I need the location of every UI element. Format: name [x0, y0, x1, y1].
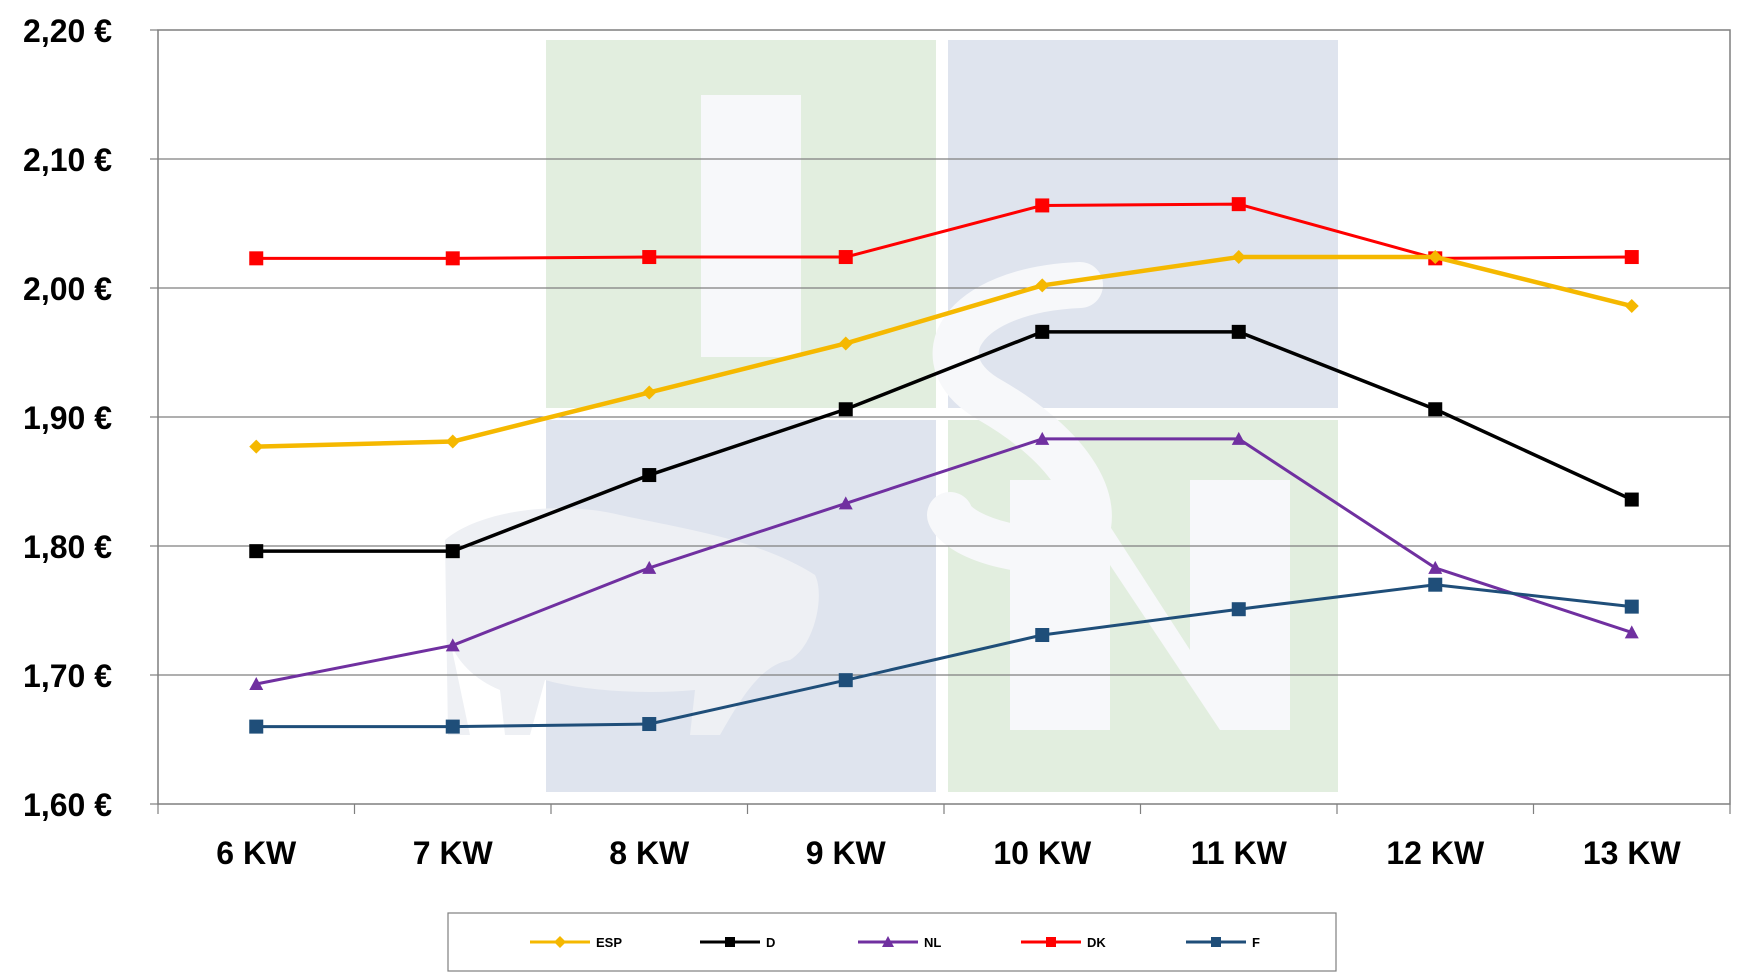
data-point [838, 250, 853, 265]
data-point [554, 936, 566, 948]
data-point [249, 719, 264, 734]
series-line [256, 330, 1633, 553]
data-point [1624, 299, 1639, 314]
series-line [256, 583, 1632, 729]
data-point [642, 250, 657, 265]
data-point [1035, 278, 1050, 293]
data-point [1231, 431, 1246, 445]
data-point [642, 560, 657, 574]
data-point [838, 336, 853, 351]
data-point [445, 544, 460, 559]
data-point [642, 385, 657, 400]
y-tick-label: 1,70 € [23, 658, 112, 694]
x-tick-label: 13 KW [1583, 835, 1682, 871]
data-point [1231, 197, 1246, 212]
data-point [1428, 560, 1443, 574]
data-point [445, 638, 460, 652]
legend: ESP D NL DK F [530, 935, 1260, 950]
x-tick-label: 9 KW [806, 835, 887, 871]
legend-item-dk: DK [1021, 935, 1106, 950]
data-point [1624, 625, 1639, 639]
series-line [256, 202, 1632, 260]
legend-item-f: F [1186, 935, 1260, 950]
data-point [1428, 577, 1443, 592]
y-tick-label: 1,80 € [23, 529, 112, 565]
legend-label: DK [1087, 935, 1106, 950]
data-point [249, 251, 264, 266]
series-layer [249, 197, 1639, 734]
legend-item-esp: ESP [530, 935, 622, 950]
legend-item-d: D [700, 935, 775, 950]
data-point [1231, 250, 1246, 265]
x-tick-label: 8 KW [609, 835, 690, 871]
y-tick-label: 1,90 € [23, 400, 112, 436]
data-point [1428, 402, 1443, 417]
legend-label: ESP [596, 935, 622, 950]
data-point [838, 673, 853, 688]
series-line [255, 437, 1633, 686]
y-tick-label: 2,00 € [23, 271, 112, 307]
x-axis: 6 KW 7 KW 8 KW 9 KW 10 KW 11 KW 12 KW 13 KW [157, 804, 1731, 871]
data-point [249, 677, 264, 691]
legend-label: F [1252, 935, 1260, 950]
data-point [1211, 937, 1221, 947]
data-point [642, 717, 657, 732]
data-point [838, 496, 853, 510]
data-point [1428, 250, 1443, 265]
data-point [1035, 198, 1050, 213]
data-point [725, 937, 735, 947]
x-tick-label: 7 KW [413, 835, 494, 871]
data-point [882, 936, 894, 947]
data-point [1624, 492, 1639, 507]
series-d [249, 324, 1639, 559]
y-axis: 1,60 € 1,70 € 1,80 € 1,90 € 2,00 € 2,10 € 2,20… [23, 13, 158, 823]
data-point [1231, 324, 1246, 339]
series-esp [249, 250, 1639, 454]
data-point [1624, 250, 1639, 265]
data-point [838, 402, 853, 417]
x-tick-label: 10 KW [993, 835, 1092, 871]
data-point [1231, 602, 1246, 617]
legend-item-nl: NL [858, 935, 941, 950]
data-point [249, 544, 264, 559]
series-nl [249, 431, 1639, 691]
data-point [642, 468, 657, 483]
data-point [1624, 599, 1639, 614]
legend-label: D [766, 935, 775, 950]
y-tick-label: 1,60 € [23, 787, 112, 823]
data-point [1035, 431, 1050, 445]
x-tick-label: 6 KW [216, 835, 297, 871]
data-point [445, 719, 460, 734]
data-point [249, 439, 264, 454]
y-tick-label: 2,10 € [23, 142, 112, 178]
series-f [249, 577, 1639, 734]
y-tick-label: 2,20 € [23, 13, 112, 49]
data-point [445, 434, 460, 449]
x-tick-label: 11 KW [1191, 835, 1288, 871]
data-point [1046, 937, 1056, 947]
legend-label: NL [924, 935, 941, 950]
series-line [256, 254, 1633, 449]
x-tick-label: 12 KW [1386, 835, 1485, 871]
data-point [445, 251, 460, 266]
data-point [1035, 628, 1050, 643]
data-point [1035, 324, 1050, 339]
gridlines [158, 158, 1730, 676]
